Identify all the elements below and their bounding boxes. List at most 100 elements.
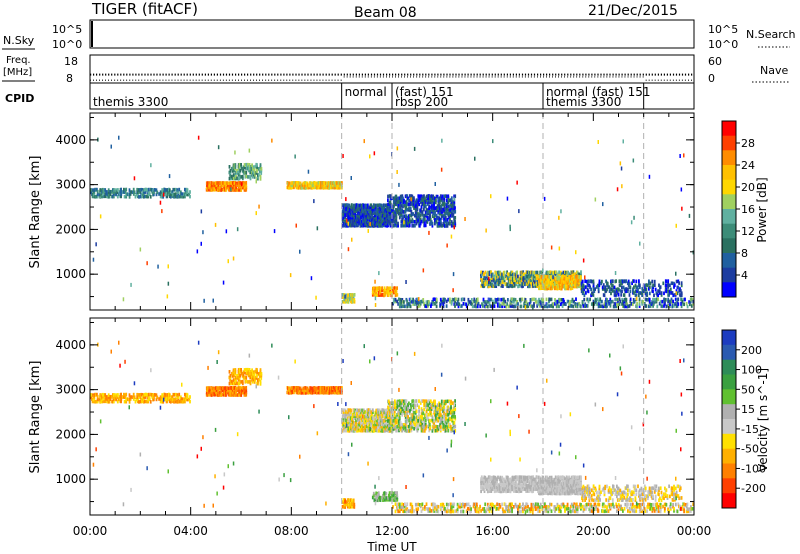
data-cell <box>306 181 309 186</box>
data-cell <box>100 397 103 402</box>
scatter-cell <box>488 276 490 281</box>
data-cell <box>356 222 359 226</box>
freq-point <box>147 73 149 76</box>
data-cell <box>512 284 514 288</box>
data-cell <box>510 270 513 275</box>
data-cell <box>531 272 534 277</box>
data-cell <box>438 202 441 206</box>
data-cell <box>653 283 656 287</box>
data-cell <box>583 287 586 292</box>
data-cell <box>621 302 623 306</box>
data-cell <box>382 209 385 214</box>
freq-tick-top: 18 <box>64 55 78 68</box>
data-cell <box>252 370 255 374</box>
data-cell <box>487 300 490 304</box>
cpid-entry: normal <box>345 85 387 99</box>
freq-point <box>358 73 360 76</box>
data-cell <box>149 195 152 199</box>
data-cell <box>649 281 652 286</box>
data-cell <box>410 210 413 214</box>
data-cell <box>676 300 679 304</box>
data-cell <box>485 304 488 308</box>
data-cell <box>668 289 671 294</box>
data-cell <box>371 293 374 297</box>
data-cell <box>597 304 600 309</box>
data-cell <box>228 381 231 386</box>
data-cell <box>232 393 235 397</box>
freq-point <box>543 73 545 76</box>
nave-point <box>111 79 112 81</box>
data-cell <box>665 304 668 309</box>
data-cell <box>514 304 517 309</box>
data-cell <box>164 188 167 192</box>
data-cell <box>392 289 394 293</box>
data-cell <box>434 206 436 210</box>
data-cell <box>234 393 237 397</box>
freq-point <box>105 73 107 76</box>
data-cell <box>606 299 608 304</box>
data-cell <box>388 212 391 216</box>
data-cell <box>484 270 487 275</box>
data-cell <box>244 390 247 395</box>
nave-point <box>171 79 173 81</box>
freq-point <box>657 73 659 76</box>
data-cell <box>238 164 241 169</box>
freq-tick-bottom: 8 <box>66 72 73 85</box>
data-cell <box>576 279 579 283</box>
data-cell <box>241 181 244 185</box>
data-cell <box>631 281 633 285</box>
nave-point <box>479 76 481 78</box>
freq-point <box>349 73 351 76</box>
data-cell <box>491 272 494 277</box>
cpid-label: CPID <box>5 92 34 105</box>
data-cell <box>617 304 619 309</box>
data-cell <box>238 162 241 167</box>
data-cell <box>501 272 503 277</box>
data-cell <box>423 198 425 203</box>
data-cell <box>534 297 537 302</box>
freq-point <box>564 73 566 76</box>
data-cell <box>507 284 509 288</box>
data-cell <box>405 202 408 206</box>
data-cell <box>362 219 365 224</box>
data-cell <box>446 224 449 228</box>
nave-point <box>515 76 517 78</box>
data-cell <box>449 218 451 222</box>
data-cell <box>342 412 345 417</box>
data-cell <box>533 270 536 275</box>
data-cell <box>242 386 245 390</box>
scatter-cell <box>166 294 169 299</box>
nave-point <box>216 79 218 81</box>
data-cell <box>528 274 531 279</box>
data-cell <box>629 299 632 304</box>
data-cell <box>109 397 112 401</box>
cpid-entry: normal (fast) 151 <box>546 85 650 99</box>
scatter-cell <box>299 249 301 254</box>
data-cell <box>392 208 394 212</box>
scatter-cell <box>630 220 633 225</box>
data-cell <box>352 218 354 222</box>
data-cell <box>530 270 533 274</box>
data-cell <box>392 204 394 208</box>
scatter-cell <box>616 187 619 192</box>
data-cell <box>387 194 389 199</box>
freq-point <box>512 73 514 76</box>
data-cell <box>551 282 554 287</box>
nave-point <box>549 76 550 78</box>
data-cell <box>636 301 638 306</box>
data-cell <box>186 393 189 397</box>
data-cell <box>247 380 249 384</box>
data-cell <box>475 302 478 307</box>
data-cell <box>412 212 414 216</box>
nave-point <box>102 79 103 81</box>
data-cell <box>549 282 552 287</box>
data-cell <box>628 281 631 286</box>
data-cell <box>494 270 497 275</box>
nave-point <box>225 79 227 81</box>
data-cell <box>454 300 456 304</box>
data-cell <box>537 299 540 304</box>
data-cell <box>432 302 435 306</box>
nave-point <box>201 79 203 81</box>
data-cell <box>360 207 362 212</box>
data-cell <box>330 388 332 393</box>
